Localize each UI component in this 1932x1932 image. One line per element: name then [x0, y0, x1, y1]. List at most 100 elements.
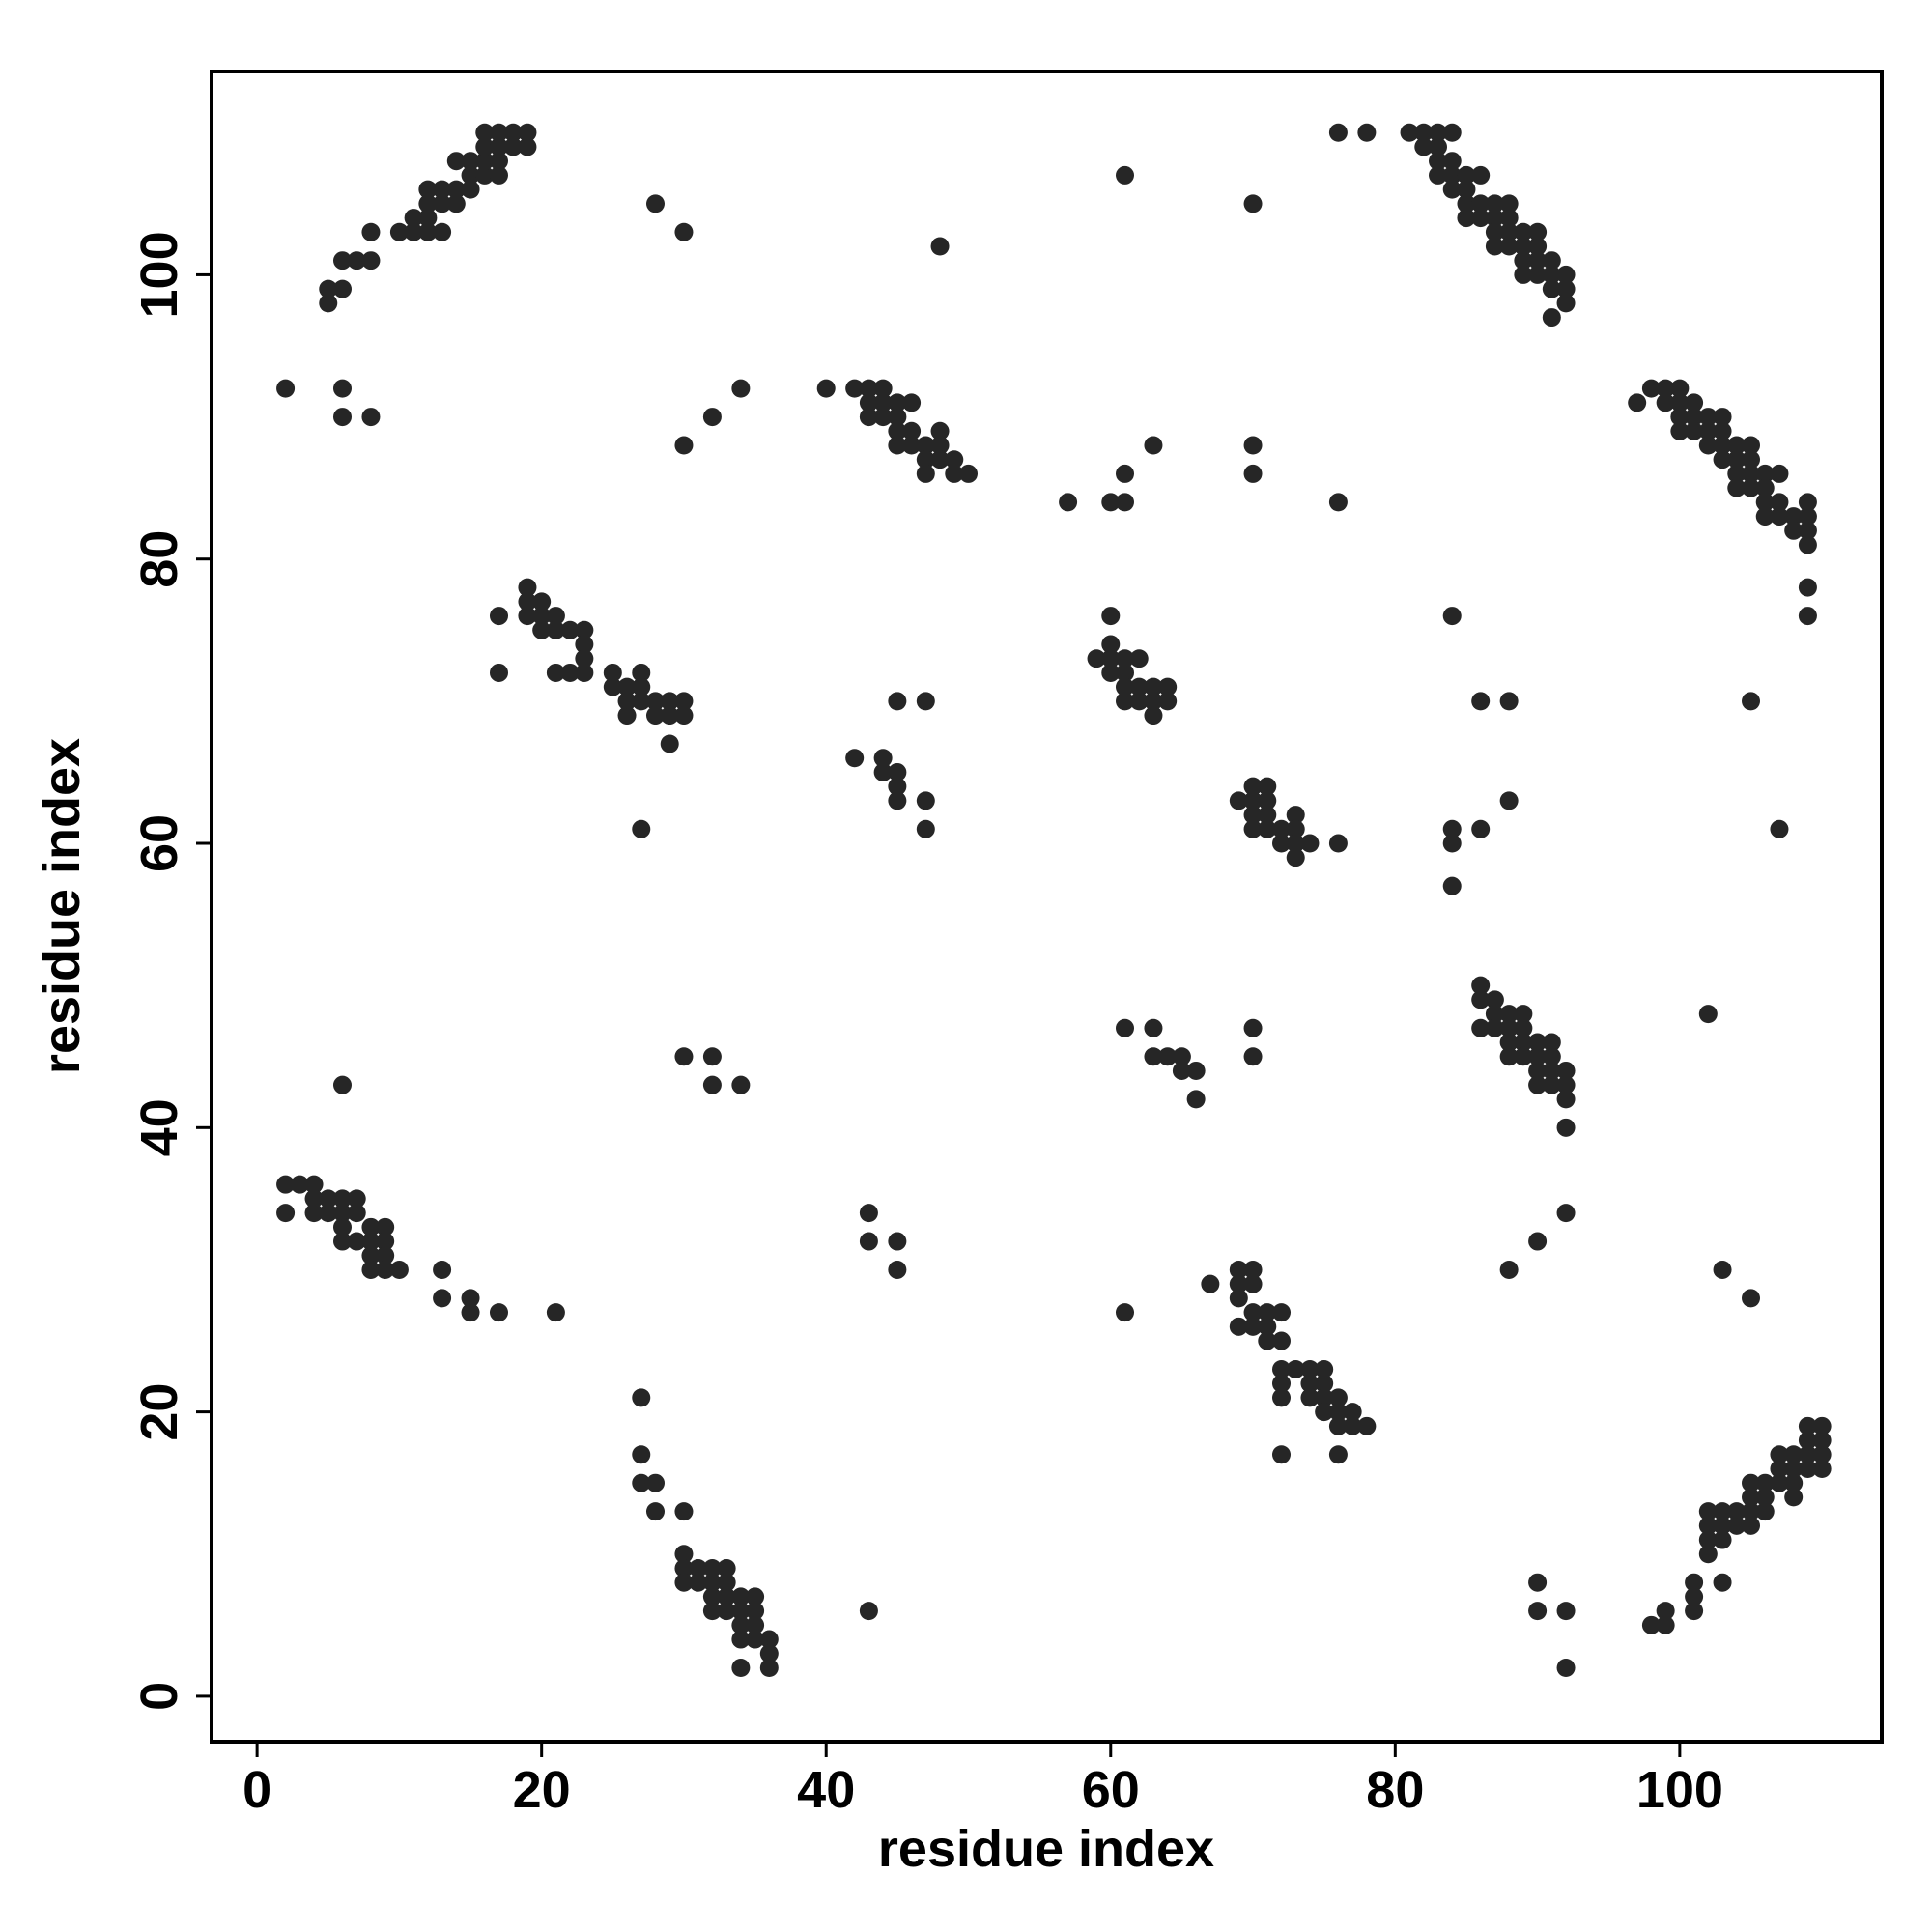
point: [702, 1075, 722, 1094]
point: [1656, 1602, 1675, 1621]
point: [1499, 1033, 1519, 1052]
point: [873, 408, 893, 427]
point: [376, 1217, 395, 1236]
point: [361, 1217, 381, 1236]
point: [1499, 791, 1519, 810]
point: [404, 222, 423, 242]
point: [361, 251, 381, 270]
point: [746, 1587, 765, 1606]
point: [1286, 834, 1305, 853]
point: [632, 663, 651, 682]
point: [1258, 1331, 1277, 1350]
point: [660, 692, 679, 711]
point: [1770, 819, 1789, 838]
x-tick-label: 20: [513, 1761, 571, 1819]
point: [1272, 1374, 1292, 1393]
point: [1770, 493, 1789, 512]
point: [916, 464, 935, 483]
point: [1144, 677, 1163, 696]
y-tick-label: 60: [130, 814, 188, 872]
point: [1556, 1075, 1576, 1094]
point: [1144, 692, 1163, 711]
y-axis-label: residue index: [33, 738, 91, 1074]
point: [433, 1260, 452, 1279]
point: [645, 706, 665, 725]
point: [746, 1615, 765, 1634]
point: [945, 450, 964, 469]
point: [1784, 1473, 1804, 1492]
point: [532, 592, 552, 611]
point: [1499, 1018, 1519, 1037]
point: [1528, 222, 1548, 242]
point: [717, 1573, 736, 1592]
point: [489, 607, 508, 626]
point: [361, 1246, 381, 1265]
point: [1812, 1431, 1832, 1450]
point: [1442, 607, 1462, 626]
point: [1258, 1303, 1277, 1322]
x-tick-label: 100: [1636, 1761, 1723, 1819]
point: [1798, 1431, 1817, 1450]
point: [859, 379, 878, 398]
point: [1116, 493, 1135, 512]
point: [1698, 1005, 1718, 1024]
point: [1713, 1516, 1732, 1535]
point: [1243, 1317, 1263, 1336]
point: [446, 194, 466, 213]
point: [702, 1047, 722, 1066]
point: [575, 663, 594, 682]
point: [1528, 251, 1548, 270]
point: [1556, 1061, 1576, 1080]
point: [674, 1047, 694, 1066]
point: [503, 137, 523, 156]
point: [361, 1260, 381, 1279]
point: [759, 1658, 779, 1677]
point: [319, 1204, 338, 1223]
point: [347, 1204, 366, 1223]
point: [276, 1204, 296, 1223]
point: [1685, 393, 1704, 412]
point: [1186, 1090, 1206, 1109]
point: [546, 607, 565, 626]
point: [575, 649, 594, 668]
point: [1556, 1602, 1576, 1621]
point: [1528, 1075, 1548, 1094]
point: [731, 1630, 751, 1649]
point: [1116, 1303, 1135, 1322]
point: [418, 180, 438, 199]
x-axis-label: residue index: [878, 1820, 1214, 1878]
point: [1542, 1061, 1561, 1080]
point: [1514, 1047, 1533, 1066]
point: [446, 180, 466, 199]
point: [1713, 1260, 1732, 1279]
point: [1243, 806, 1263, 825]
point: [645, 1502, 665, 1521]
point: [1670, 379, 1690, 398]
point: [1742, 1473, 1761, 1492]
point: [1144, 1047, 1163, 1066]
point: [1328, 834, 1348, 853]
point: [1457, 209, 1476, 228]
point: [1272, 1331, 1292, 1350]
point: [702, 408, 722, 427]
point: [290, 1175, 309, 1194]
point: [1713, 408, 1732, 427]
x-tick-label: 80: [1366, 1761, 1424, 1819]
point: [1471, 209, 1491, 228]
point: [1471, 976, 1491, 995]
plot-frame: [210, 70, 1884, 1744]
point: [1542, 265, 1561, 284]
point: [930, 450, 950, 469]
point: [1457, 165, 1476, 185]
point: [1742, 1488, 1761, 1507]
point: [1243, 1018, 1263, 1037]
point: [1471, 692, 1491, 711]
point: [332, 1189, 352, 1208]
point: [1059, 493, 1078, 512]
point: [1713, 1530, 1732, 1549]
point: [888, 692, 907, 711]
point: [1116, 464, 1135, 483]
point: [945, 464, 964, 483]
point: [845, 379, 865, 398]
point: [1357, 1416, 1377, 1435]
